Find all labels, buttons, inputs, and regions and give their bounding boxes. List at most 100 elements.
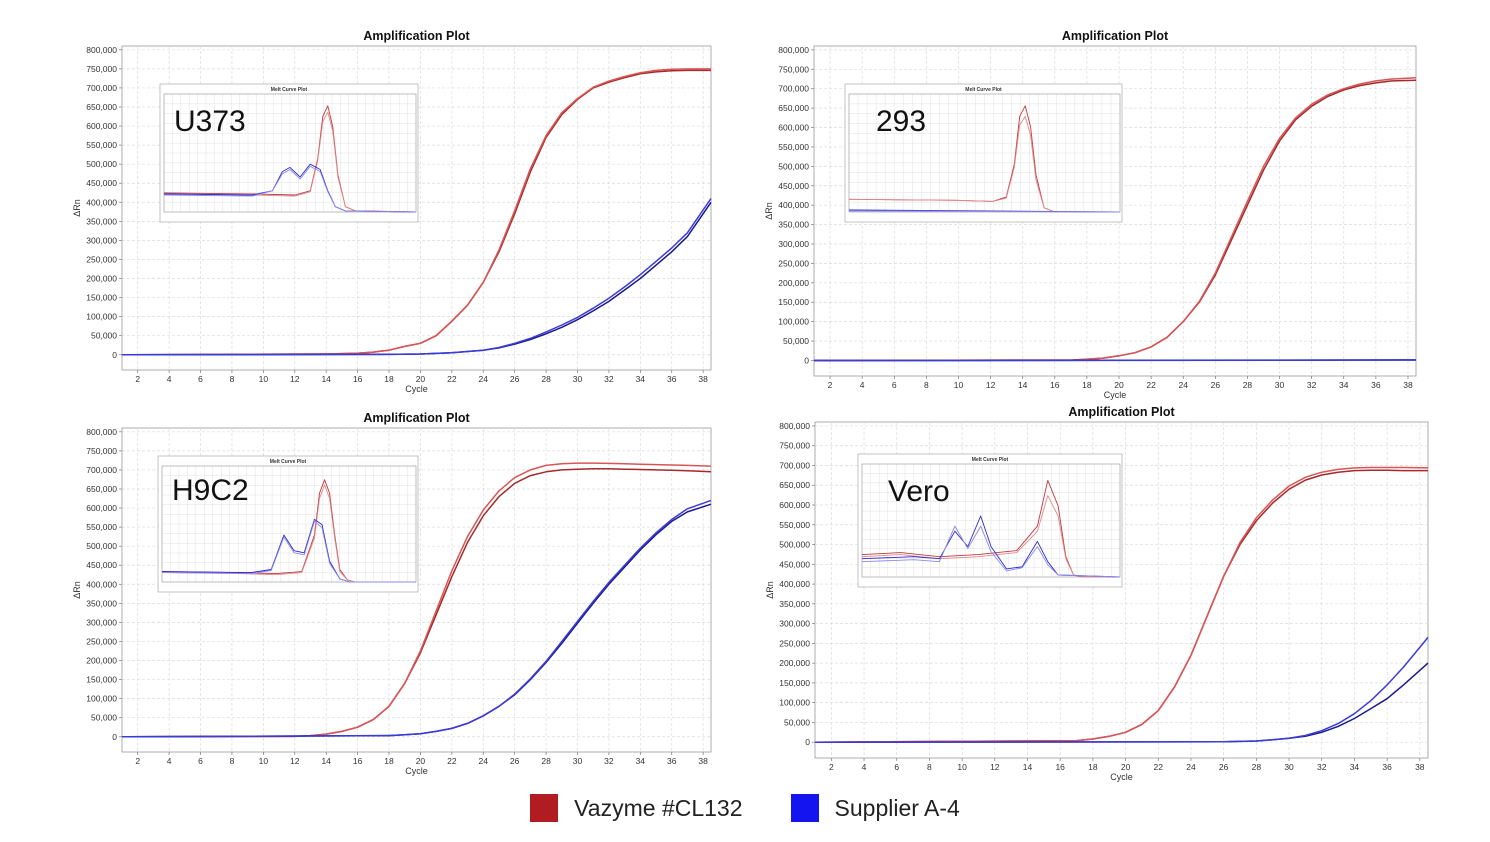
- x-tick-label: 14: [321, 374, 331, 384]
- melt-curve-inset: Melt Curve Plot: [159, 83, 419, 223]
- y-tick-label: 500,000: [779, 540, 810, 550]
- y-tick-label: 700,000: [778, 84, 809, 94]
- y-tick-label: 250,000: [86, 254, 117, 264]
- y-tick-label: 0: [112, 732, 117, 742]
- series-line-supplier-2: [121, 198, 712, 356]
- y-tick-label: 150,000: [778, 297, 809, 307]
- inset-melt-curve-supplier: [161, 520, 416, 583]
- y-tick-label: 800,000: [86, 427, 117, 437]
- series-line-vazyme-2: [121, 68, 711, 356]
- x-tick-label: 22: [1154, 762, 1164, 772]
- x-tick-label: 18: [1088, 762, 1098, 772]
- y-tick-label: 300,000: [778, 239, 809, 249]
- x-tick-label: 28: [541, 756, 551, 766]
- x-tick-label: 30: [1284, 762, 1294, 772]
- x-tick-label: 24: [1178, 380, 1188, 390]
- x-tick-label: 36: [1371, 380, 1381, 390]
- x-tick-label: 36: [1382, 762, 1392, 772]
- y-tick-label: 650,000: [778, 103, 809, 113]
- x-tick-label: 2: [829, 762, 834, 772]
- y-tick-label: 250,000: [86, 636, 117, 646]
- x-tick-label: 22: [447, 756, 457, 766]
- x-tick-label: 20: [1114, 380, 1124, 390]
- x-tick-label: 8: [230, 374, 235, 384]
- x-tick-label: 2: [828, 380, 833, 390]
- y-tick-label: 0: [112, 350, 117, 360]
- x-tick-label: 12: [290, 756, 300, 766]
- y-tick-label: 250,000: [779, 638, 810, 648]
- x-tick-label: 18: [384, 756, 394, 766]
- y-tick-label: 700,000: [86, 465, 117, 475]
- legend-label-vazyme: Vazyme #CL132: [574, 794, 743, 821]
- chart-panel-3: 800,000750,000700,000650,000600,000550,0…: [72, 411, 712, 776]
- x-tick-label: 4: [860, 380, 865, 390]
- inset-melt-curve-vazyme: [161, 484, 416, 583]
- inset-title: Melt Curve Plot: [270, 459, 307, 465]
- x-tick-label: 30: [573, 756, 583, 766]
- y-tick-label: 350,000: [86, 598, 117, 608]
- legend: Vazyme #CL132 Supplier A-4: [0, 790, 1490, 826]
- melt-curve-inset: Melt Curve Plot: [857, 453, 1123, 588]
- y-tick-label: 550,000: [779, 520, 810, 530]
- y-tick-label: 200,000: [86, 274, 117, 284]
- chart-title: Amplification Plot: [363, 29, 470, 43]
- series-line-vazyme-2: [813, 77, 1417, 362]
- x-tick-label: 6: [892, 380, 897, 390]
- chart-title: Amplification Plot: [1068, 405, 1175, 419]
- inset-title: Melt Curve Plot: [271, 87, 308, 93]
- inset-melt-curve-supplier: [861, 515, 1121, 578]
- cell-line-label: U373: [174, 105, 246, 138]
- y-tick-label: 400,000: [779, 579, 810, 589]
- x-tick-label: 22: [447, 374, 457, 384]
- y-tick-label: 400,000: [778, 200, 809, 210]
- x-tick-label: 10: [259, 374, 269, 384]
- x-tick-label: 20: [416, 374, 426, 384]
- x-tick-label: 22: [1146, 380, 1156, 390]
- x-tick-label: 34: [1339, 380, 1349, 390]
- y-tick-label: 50,000: [91, 331, 117, 341]
- x-tick-label: 14: [1023, 762, 1033, 772]
- y-tick-label: 600,000: [86, 121, 117, 131]
- y-tick-label: 800,000: [778, 45, 809, 55]
- x-tick-label: 38: [1415, 762, 1425, 772]
- inset-melt-curve-vazyme: [163, 111, 417, 213]
- y-tick-label: 0: [804, 355, 809, 365]
- chart-title: Amplification Plot: [363, 411, 470, 425]
- y-tick-label: 150,000: [86, 293, 117, 303]
- legend-label-supplier: Supplier A-4: [834, 794, 960, 821]
- legend-item-supplier: Supplier A-4: [790, 794, 960, 822]
- x-tick-label: 18: [1082, 380, 1092, 390]
- y-tick-label: 50,000: [783, 336, 809, 346]
- x-tick-label: 14: [1018, 380, 1028, 390]
- y-tick-label: 550,000: [778, 142, 809, 152]
- x-tick-label: 26: [510, 374, 520, 384]
- y-axis-label: ΔRn: [72, 581, 82, 599]
- x-tick-label: 34: [1350, 762, 1360, 772]
- x-axis-label: Cycle: [405, 384, 428, 394]
- inset-title: Melt Curve Plot: [965, 87, 1002, 93]
- x-tick-label: 16: [353, 374, 363, 384]
- x-tick-label: 26: [510, 756, 520, 766]
- x-tick-label: 32: [1307, 380, 1317, 390]
- y-tick-label: 350,000: [778, 220, 809, 230]
- y-tick-label: 450,000: [778, 181, 809, 191]
- x-tick-label: 4: [167, 374, 172, 384]
- x-tick-label: 6: [198, 374, 203, 384]
- x-tick-label: 34: [636, 374, 646, 384]
- y-tick-label: 750,000: [779, 441, 810, 451]
- y-tick-label: 800,000: [86, 45, 117, 55]
- x-tick-label: 32: [604, 374, 614, 384]
- inset-melt-curve-supplier: [163, 165, 417, 213]
- y-axis-label: ΔRn: [765, 581, 775, 599]
- inset-title: Melt Curve Plot: [972, 457, 1009, 463]
- x-tick-label: 8: [230, 756, 235, 766]
- x-tick-label: 30: [573, 374, 583, 384]
- y-tick-label: 600,000: [778, 123, 809, 133]
- x-tick-label: 28: [1243, 380, 1253, 390]
- y-tick-label: 350,000: [86, 216, 117, 226]
- y-tick-label: 450,000: [86, 560, 117, 570]
- x-axis-label: Cycle: [1104, 390, 1127, 400]
- y-tick-label: 500,000: [778, 161, 809, 171]
- cell-line-label: Vero: [888, 475, 950, 508]
